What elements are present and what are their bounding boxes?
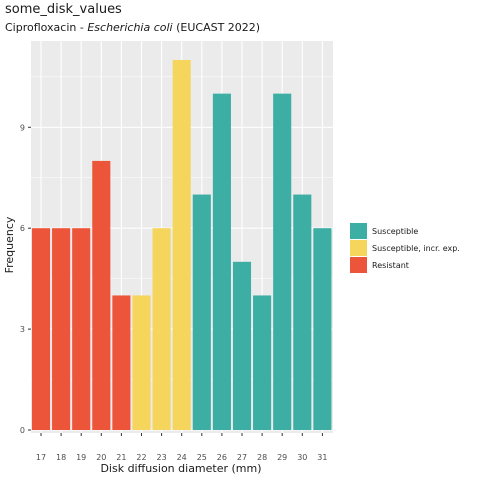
y-axis: 0 3 6 9	[20, 123, 31, 435]
subtitle-suffix: (EUCAST 2022)	[172, 21, 261, 34]
x-tick-label: 26	[217, 453, 227, 462]
bars	[31, 60, 332, 431]
bar	[313, 228, 332, 430]
legend-key	[350, 257, 367, 273]
y-tick-label: 0	[20, 426, 25, 435]
y-tick-label: 6	[20, 224, 25, 233]
legend-key	[350, 223, 367, 239]
bar	[112, 295, 131, 430]
bar	[52, 228, 71, 430]
x-tick-label: 19	[76, 453, 86, 462]
y-axis-title: Frequency	[3, 216, 16, 273]
x-tick-label: 31	[317, 453, 327, 462]
bar	[253, 295, 272, 430]
bar	[212, 93, 231, 431]
bar	[232, 261, 252, 430]
legend-key	[350, 240, 367, 256]
bar	[172, 60, 191, 430]
chart-subtitle: Ciprofloxacin - Escherichia coli (EUCAST…	[5, 21, 260, 34]
x-tick-label: 27	[237, 453, 247, 462]
bar	[152, 228, 171, 430]
x-tick-label: 30	[297, 453, 307, 462]
bar	[192, 194, 211, 430]
x-axis: 17 18 19 20 21 22 23 24 25 26 27 28 29 30 31	[36, 433, 327, 462]
x-tick-label: 21	[116, 453, 126, 462]
x-axis-title: Disk diffusion diameter (mm)	[100, 462, 261, 475]
x-tick-label: 28	[257, 453, 267, 462]
legend: Susceptible Susceptible, incr. exp. Resist…	[350, 223, 460, 273]
subtitle-prefix: Ciprofloxacin -	[5, 21, 88, 34]
x-tick-label: 22	[136, 453, 146, 462]
x-tick-label: 29	[277, 453, 287, 462]
x-tick-label: 20	[96, 453, 106, 462]
x-tick-label: 17	[36, 453, 46, 462]
subtitle-organism: Escherichia coli	[87, 21, 173, 34]
legend-label: Susceptible, incr. exp.	[372, 244, 460, 253]
bar	[132, 295, 151, 430]
chart-title: some_disk_values	[5, 2, 122, 17]
bar	[273, 93, 292, 431]
y-tick-label: 3	[20, 325, 25, 334]
x-tick-label: 25	[197, 453, 207, 462]
bar	[72, 228, 91, 430]
x-tick-label: 24	[177, 453, 187, 462]
legend-label: Susceptible	[372, 227, 418, 236]
y-tick-label: 9	[20, 123, 25, 132]
bar	[31, 228, 51, 430]
bar	[293, 194, 312, 430]
bar	[92, 160, 111, 430]
x-tick-label: 23	[157, 453, 167, 462]
x-tick-label: 18	[56, 453, 66, 462]
legend-label: Resistant	[372, 261, 409, 270]
